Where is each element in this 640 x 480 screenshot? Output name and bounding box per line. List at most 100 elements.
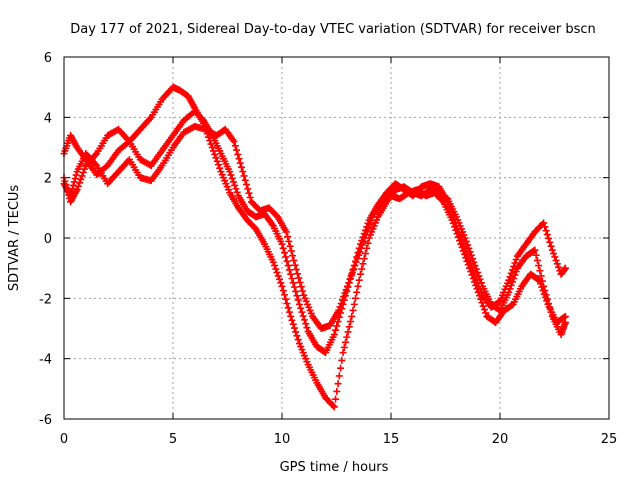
data-point: [329, 402, 337, 410]
data-point: [469, 275, 477, 283]
data-point: [213, 157, 221, 165]
data-point: [350, 300, 358, 308]
chart-title: Day 177 of 2021, Sidereal Day-to-day VTE…: [70, 22, 596, 37]
data-point: [510, 275, 518, 283]
data-point: [547, 242, 555, 250]
data-point: [360, 255, 368, 263]
data-point: [290, 283, 298, 291]
data-point: [294, 270, 302, 278]
plot-frame: [63, 56, 610, 420]
data-point: [293, 332, 301, 340]
data-point: [472, 265, 480, 273]
data-point: [348, 268, 356, 276]
y-tick-label: 0: [44, 232, 52, 247]
data-point: [289, 320, 297, 328]
data-point: [229, 178, 237, 186]
data-point: [536, 280, 544, 288]
data-point: [231, 181, 239, 189]
data-point: [277, 279, 285, 287]
data-point: [231, 142, 239, 150]
data-point: [238, 163, 246, 171]
data-point: [472, 281, 480, 289]
data-point: [475, 272, 483, 280]
data-point: [348, 312, 356, 320]
data-point: [475, 292, 483, 300]
y-tick-label: -4: [39, 353, 52, 368]
data-point: [508, 278, 516, 286]
data-point: [532, 251, 540, 259]
data-point: [553, 260, 561, 268]
data-point: [227, 171, 235, 179]
data-point: [511, 259, 519, 267]
data-point: [295, 300, 303, 308]
data-point: [539, 287, 547, 295]
data-point: [245, 189, 253, 197]
x-tick-label: 10: [274, 432, 291, 447]
data-point: [476, 275, 484, 283]
data-point: [303, 324, 311, 332]
data-point: [209, 147, 217, 155]
data-point: [464, 241, 472, 249]
data-point: [273, 268, 281, 276]
data-point: [297, 304, 305, 312]
data-point: [280, 249, 288, 257]
data-point: [339, 349, 347, 357]
data-point: [361, 250, 369, 258]
data-point: [208, 144, 216, 151]
data-point: [332, 326, 340, 334]
data-point: [340, 343, 348, 351]
series-track-c: [60, 122, 569, 332]
data-point: [335, 372, 343, 380]
data-point: [533, 256, 541, 264]
data-point: [342, 286, 350, 294]
data-point: [459, 247, 467, 255]
data-point: [561, 312, 569, 320]
data-point: [462, 254, 470, 262]
data-point: [272, 265, 280, 273]
data-point: [279, 244, 287, 252]
data-point: [269, 258, 277, 266]
data-point: [278, 282, 286, 290]
y-tick-label: 2: [44, 172, 52, 187]
data-point: [334, 380, 342, 388]
data-point: [364, 239, 372, 247]
x-tick-label: 15: [383, 432, 400, 447]
data-point: [285, 266, 293, 274]
data-point: [347, 318, 355, 326]
data-point: [353, 255, 361, 263]
data-point: [295, 274, 303, 282]
data-point: [551, 253, 559, 261]
data-point: [368, 213, 376, 221]
data-point: [362, 231, 370, 239]
data-point: [461, 234, 469, 242]
data-point: [288, 275, 296, 283]
data-point: [344, 328, 352, 336]
data-point: [337, 364, 345, 372]
x-tick-label: 25: [601, 432, 618, 447]
data-point: [474, 268, 482, 276]
data-point: [292, 287, 300, 295]
x-tick-label: 20: [492, 432, 509, 447]
data-point: [232, 185, 240, 193]
data-point: [216, 164, 224, 172]
data-point: [355, 276, 363, 284]
data-point: [470, 258, 478, 266]
data-point: [469, 255, 477, 263]
data-point: [541, 293, 549, 301]
data-point: [292, 328, 300, 336]
data-point: [291, 261, 299, 269]
data-point: [338, 356, 346, 364]
data-point: [333, 322, 341, 330]
y-tick-label: -2: [39, 292, 52, 307]
data-point: [456, 237, 464, 245]
data-point: [495, 298, 503, 306]
x-tick-label: 0: [60, 432, 68, 447]
data-point: [351, 262, 359, 270]
data-point: [330, 331, 338, 339]
data-point: [205, 133, 213, 141]
data-point: [540, 219, 548, 227]
x-tick-label: 5: [169, 432, 177, 447]
data-point: [536, 267, 544, 275]
data-point: [555, 263, 563, 271]
y-tick-label: 6: [44, 51, 52, 66]
